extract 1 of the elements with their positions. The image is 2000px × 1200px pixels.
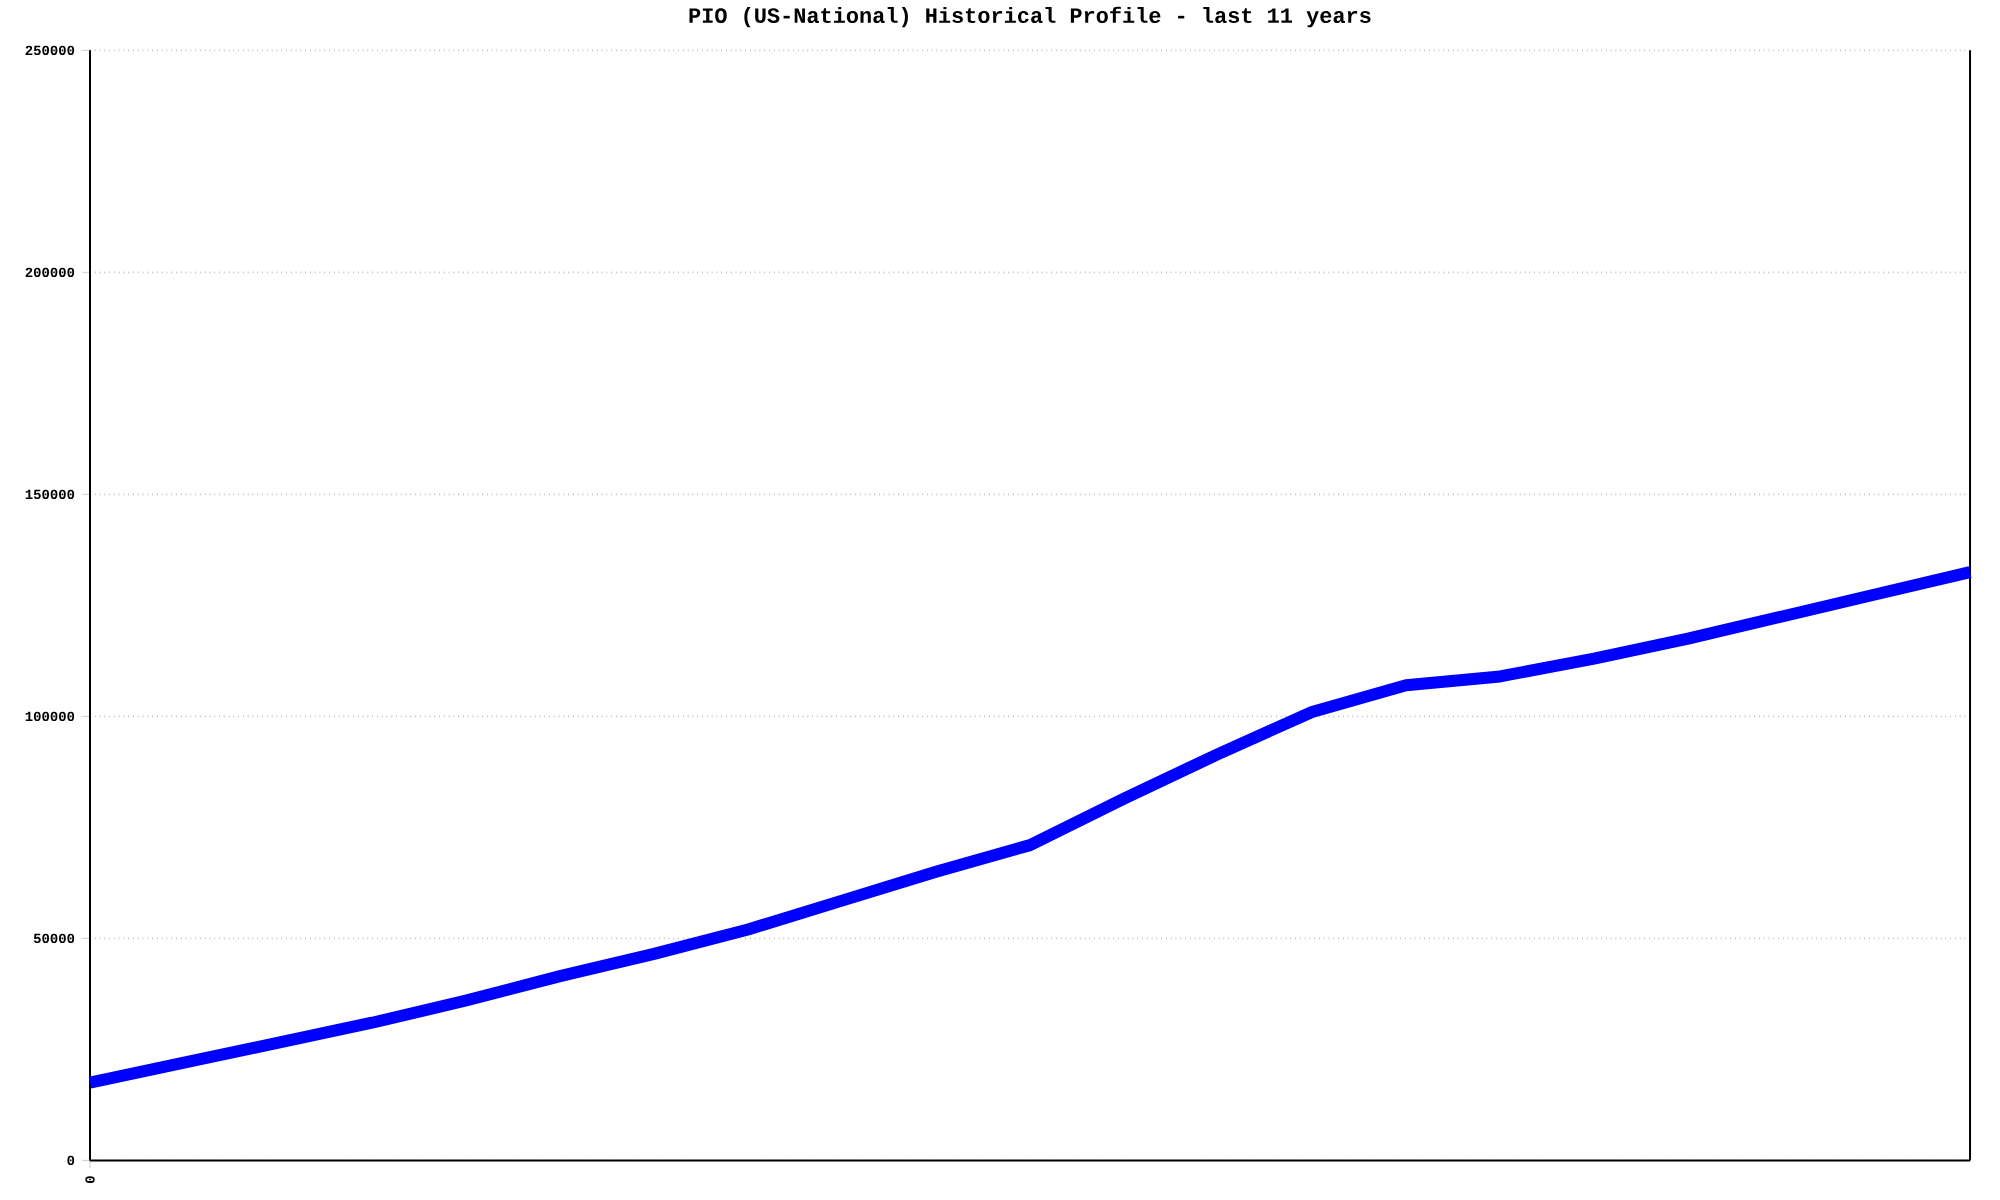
chart-title: PIO (US-National) Historical Profile - last 11 years bbox=[689, 6, 1371, 28]
